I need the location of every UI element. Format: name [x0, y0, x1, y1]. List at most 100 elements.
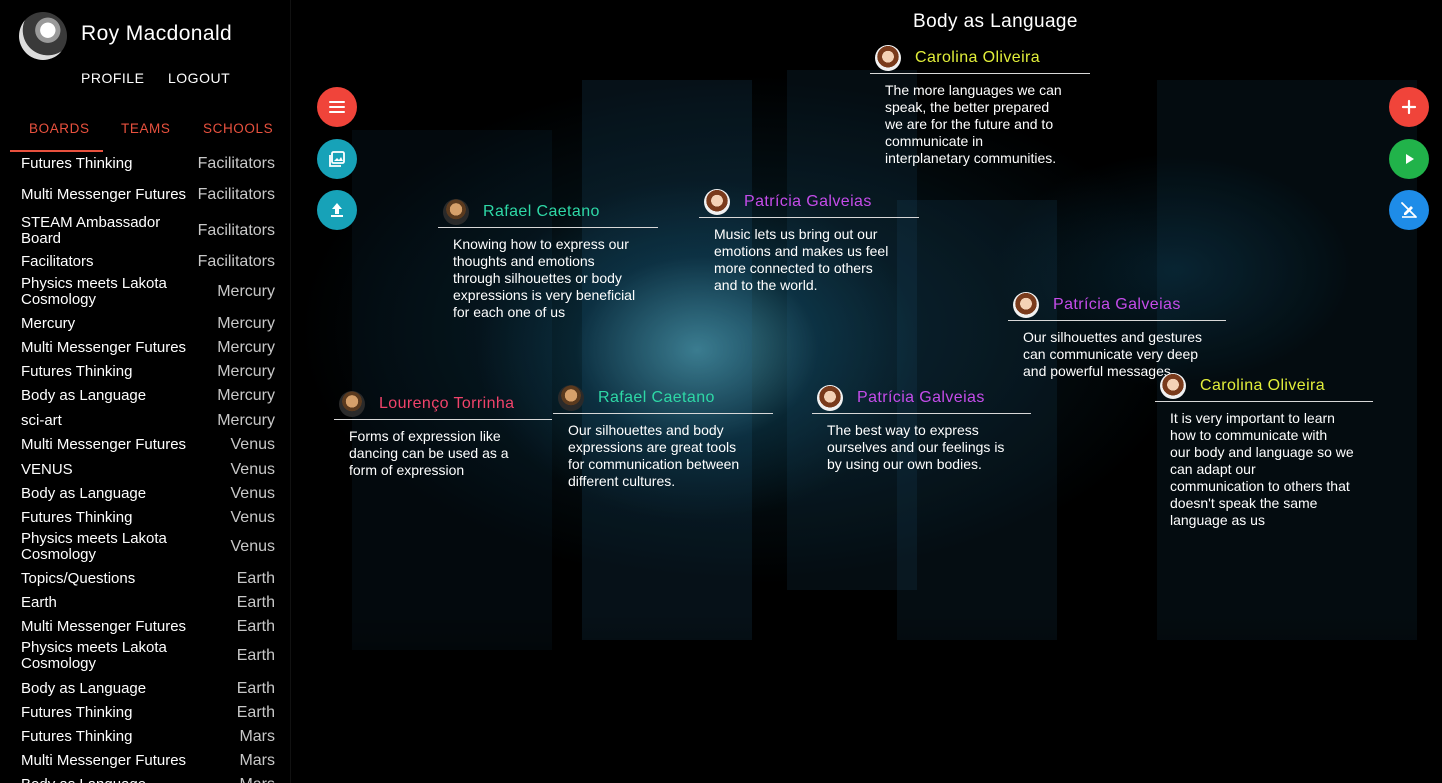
board-list-item[interactable]: Facilitators Facilitators [0, 250, 290, 274]
add-image-button[interactable] [317, 139, 357, 179]
board-list-item[interactable]: Multi Messenger Futures Venus [0, 433, 290, 457]
upload-button[interactable] [317, 190, 357, 230]
note-author: Carolina Oliveira [915, 49, 1041, 66]
background-shape [1157, 80, 1417, 640]
add-note-button[interactable] [1389, 87, 1429, 127]
board-list-item[interactable]: Futures Thinking Venus [0, 506, 290, 530]
board-name: Body as Language [21, 485, 147, 502]
board-name: Body as Language [21, 387, 147, 404]
profile-link[interactable]: PROFILE [81, 70, 145, 86]
board-name: Multi Messenger Futures [21, 436, 187, 453]
board-team: Earth [236, 647, 275, 664]
note-text: Music lets us bring out our emotions and… [714, 226, 889, 293]
board-team: Mercury [217, 412, 275, 429]
board-team: Venus [230, 436, 275, 453]
board-name: Body as Language [21, 773, 196, 783]
note-card[interactable]: Rafael Caetano Knowing how to express ou… [438, 197, 658, 321]
board-list-item[interactable]: Physics meets Lakota Cosmology Venus [0, 530, 290, 564]
sidebar: Roy Macdonald PROFILE LOGOUT BOARDS TEAM… [0, 0, 291, 783]
board-team: Venus [230, 509, 275, 526]
board-list-item[interactable]: Physics meets Lakota Cosmology Mercury [0, 275, 290, 309]
board-team: Venus [230, 461, 275, 478]
board-name: Physics meets Lakota Cosmology [21, 530, 167, 563]
board-title: Body as Language [913, 11, 1078, 32]
board-list-item[interactable]: Futures Thinking Earth [0, 701, 290, 725]
user-avatar[interactable] [19, 12, 67, 60]
board-team: Mars [239, 752, 275, 769]
board-list-item[interactable]: Body as Language Earth [0, 677, 290, 701]
menu-button[interactable] [317, 87, 357, 127]
board-team: Mercury [217, 387, 275, 404]
board-list-item[interactable]: Multi Messenger Futures Earth [0, 615, 290, 639]
note-author: Patrícia Galveias [1053, 296, 1181, 313]
tab-schools[interactable]: SCHOOLS [203, 121, 274, 136]
board-team: Earth [236, 680, 275, 697]
menu-icon [329, 101, 345, 113]
note-card[interactable]: Patrícia Galveias Our silhouettes and ge… [1008, 290, 1226, 380]
board-name: Physics meets Lakota Cosmology [21, 275, 167, 308]
board-list-item[interactable]: Futures Thinking Facilitators [0, 152, 290, 176]
board-list-item[interactable]: VENUS Venus [0, 458, 290, 482]
board-list-item[interactable]: Multi Messenger Futures Facilitators [0, 178, 290, 212]
note-card[interactable]: Patrícia Galveias The best way to expres… [812, 383, 1031, 473]
board-name: Mercury [21, 315, 76, 332]
board-list-item[interactable]: Physics meets Lakota Cosmology Earth [0, 639, 290, 673]
background-shape [787, 70, 917, 590]
board-list-item[interactable]: Mercury Mercury [0, 312, 290, 336]
image-icon [329, 151, 345, 167]
board-name: STEAM Ambassador Board [21, 214, 161, 247]
board-name: Multi Messenger Futures [21, 186, 187, 203]
upload-icon [331, 203, 343, 217]
board-list-item[interactable]: Body as Language Mars [0, 773, 290, 783]
user-name: Roy Macdonald [81, 22, 233, 45]
note-card[interactable]: Carolina Oliveira It is very important t… [1155, 371, 1373, 529]
board-team: Facilitators [197, 186, 275, 203]
board-list-item[interactable]: Earth Earth [0, 591, 290, 615]
female-avatar-icon [1013, 292, 1039, 318]
board-team: Mars [239, 728, 275, 745]
male-avatar-icon [558, 385, 584, 411]
note-author: Rafael Caetano [598, 389, 715, 406]
board-list-item[interactable]: STEAM Ambassador Board Facilitators [0, 214, 290, 248]
logout-link[interactable]: LOGOUT [168, 70, 231, 86]
note-text: Our silhouettes and body expressions are… [568, 422, 740, 489]
board-team: Mercury [217, 315, 275, 332]
board-team: Mercury [217, 363, 275, 380]
board-team: Mercury [217, 339, 275, 356]
board-list-item[interactable]: Futures Thinking Mars [0, 725, 290, 749]
note-card[interactable]: Patrícia Galveias Music lets us bring ou… [699, 187, 919, 294]
board-name: Physics meets Lakota Cosmology [21, 639, 167, 672]
tab-boards[interactable]: BOARDS [29, 121, 90, 136]
board-team: Mercury [217, 283, 275, 300]
board-name: Topics/Questions [21, 570, 136, 587]
board-list-item[interactable]: Futures Thinking Mercury [0, 360, 290, 384]
male-avatar-icon [339, 391, 365, 417]
board-team: Earth [236, 704, 275, 721]
play-icon [1406, 154, 1414, 164]
tab-teams[interactable]: TEAMS [121, 121, 171, 136]
note-card[interactable]: Rafael Caetano Our silhouettes and body … [553, 383, 773, 490]
note-text: The more languages we can speak, the bet… [885, 82, 1062, 166]
draw-toggle-button[interactable] [1389, 190, 1429, 230]
pen-off-icon [1401, 202, 1417, 218]
note-author: Lourenço Torrinha [379, 395, 515, 412]
board-name: Futures Thinking [21, 728, 133, 745]
board-team: Venus [230, 485, 275, 502]
board-list-item[interactable]: Topics/Questions Earth [0, 567, 290, 591]
background-shape [582, 80, 752, 640]
board-list-item[interactable]: Multi Messenger Futures Mercury [0, 336, 290, 360]
board-name: Futures Thinking [21, 509, 133, 526]
board-list-item[interactable]: sci-art Mercury [0, 409, 290, 433]
board-list-item[interactable]: Multi Messenger Futures Mars [0, 749, 290, 773]
female-avatar-icon [704, 189, 730, 215]
play-button[interactable] [1389, 139, 1429, 179]
board-team: Earth [236, 618, 275, 635]
note-card[interactable]: Lourenço Torrinha Forms of expression li… [334, 389, 552, 479]
board-list-item[interactable]: Body as Language Venus [0, 482, 290, 506]
board-list-item[interactable]: Body as Language Mercury [0, 384, 290, 408]
board-team: Venus [230, 538, 275, 555]
note-card[interactable]: Carolina Oliveira The more languages we … [870, 43, 1090, 167]
board-name: Earth [21, 594, 57, 611]
board-canvas[interactable]: Body as Language Carolina Oliveira The m… [297, 0, 1442, 783]
board-team: Mars [239, 773, 275, 783]
